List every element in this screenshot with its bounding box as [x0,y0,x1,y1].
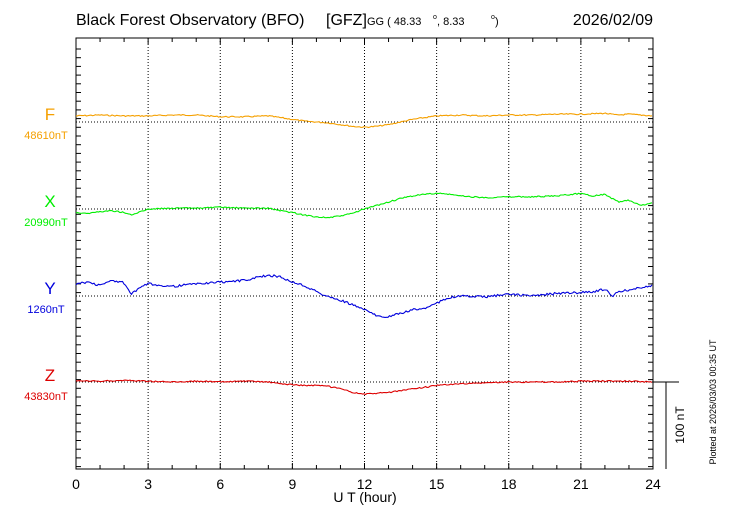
station-title: Black Forest Observatory (BFO) [76,12,305,29]
x-tick-label: 18 [501,476,517,492]
scale-bar: 100 nT [653,381,687,469]
traces [75,112,653,396]
series-baseline-y: 1260nT [27,304,65,316]
trace-z [75,379,653,396]
trace-f [76,112,653,129]
institute-label: [GFZ] [326,12,367,29]
x-tick-label: 6 [216,476,224,492]
series-baseline-x: 20990nT [24,217,68,229]
series-letter-f: F [45,105,55,124]
plotted-timestamp: Plotted at 2026/03/03 00:35 UT [708,339,718,465]
x-tick-label: 0 [72,476,80,492]
x-tick-labels: 0 3 6 9 12 15 18 21 24 [72,476,661,492]
degree-sign: o [491,14,495,21]
axis-ticks [75,38,654,469]
x-tick-label: 9 [288,476,296,492]
coords-suffix: ) [495,16,499,28]
x-tick-label: 12 [357,476,373,492]
x-axis-label: U T (hour) [333,489,396,505]
grid [76,38,653,469]
trace-x [75,192,653,219]
scale-label: 100 nT [673,406,687,444]
coords-prefix: GG ( 48.33 [367,16,421,28]
series-letter-z: Z [45,366,55,385]
series-baseline-z: 43830nT [24,391,68,403]
x-tick-label: 21 [573,476,589,492]
degree-sign: o [433,14,437,21]
series-labels: F 48610nT X 20990nT Y 1260nT Z 43830nT [24,105,68,403]
x-tick-label: 3 [144,476,152,492]
coordinates-label: GG ( 48.33 o , 8.33 o ) [367,14,499,28]
series-letter-y: Y [44,279,55,298]
series-letter-x: X [44,192,55,211]
coords-mid: , 8.33 [437,16,465,28]
x-tick-label: 15 [429,476,445,492]
x-tick-label: 24 [645,476,661,492]
trace-y [75,274,653,318]
plot-date: 2026/02/09 [573,12,653,29]
series-baseline-f: 48610nT [24,130,68,142]
